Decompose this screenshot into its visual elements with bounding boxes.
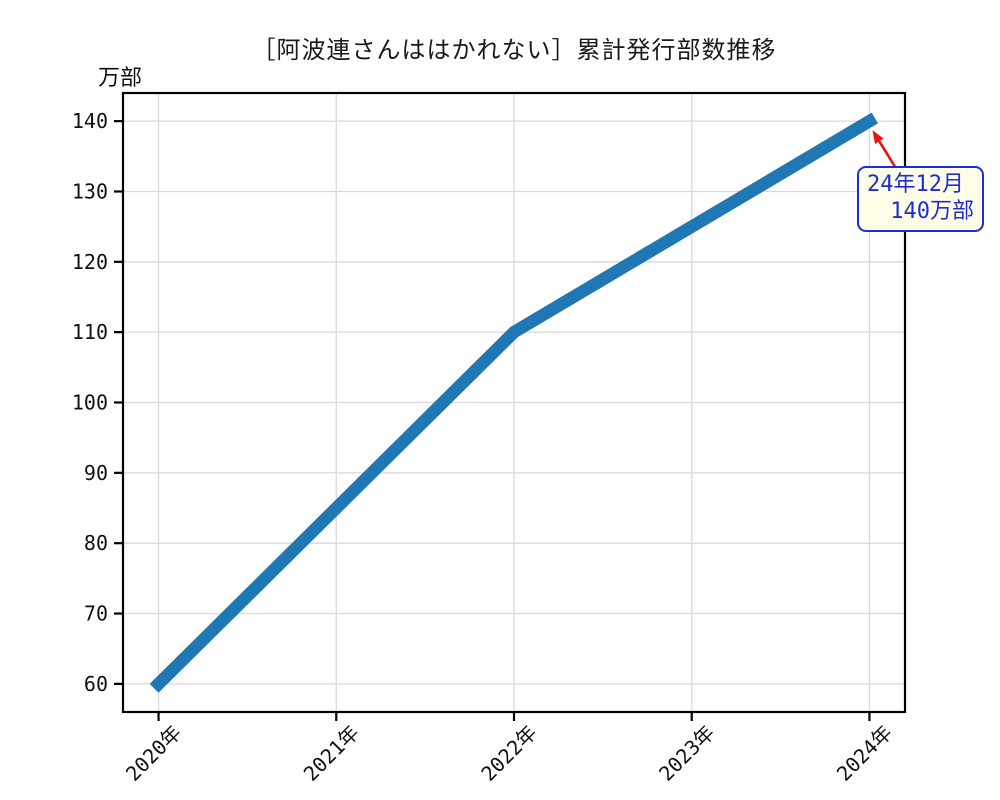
y-tick-label: 110 — [72, 320, 108, 344]
y-tick-label: 60 — [84, 672, 108, 696]
annotation-date-text: 24年12月 — [867, 172, 964, 197]
y-axis-unit-label: 万部 — [98, 66, 143, 91]
axes-spines — [121, 91, 907, 714]
y-tick-label: 120 — [72, 250, 108, 274]
y-tick-label: 130 — [72, 179, 108, 203]
y-tick-label: 70 — [84, 602, 108, 626]
series-line — [149, 112, 879, 693]
x-tick-label: 2022年 — [476, 721, 541, 786]
x-tick-label: 2023年 — [654, 721, 719, 786]
annotation-arrow-head — [872, 130, 884, 144]
x-tick-label: 2021年 — [299, 721, 364, 786]
annotation-value-text: 140万部 — [890, 199, 974, 224]
x-tick-label: 2020年 — [121, 721, 186, 786]
annotation-arrow-shaft — [878, 140, 899, 171]
y-tick-label: 100 — [72, 391, 108, 415]
annotation-box: 24年12月 140万部 — [857, 166, 984, 232]
chart-title: ［阿波連さんははかれない］累計発行部数推移 — [251, 36, 777, 64]
y-tick-label: 140 — [72, 109, 108, 133]
y-tick-label: 80 — [84, 531, 108, 555]
x-tick-label: 2024年 — [832, 721, 897, 786]
y-tick-label: 90 — [84, 461, 108, 485]
